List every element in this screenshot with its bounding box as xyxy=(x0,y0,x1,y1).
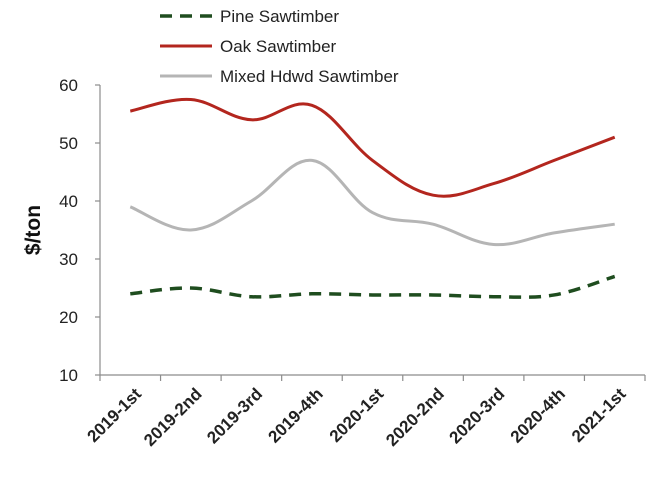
axes xyxy=(99,85,645,376)
y-tick-label: 10 xyxy=(59,366,78,385)
series-line-mixed-hdwd-sawtimber xyxy=(129,158,615,247)
x-tick-labels: 2019-1st2019-2nd2019-3rd2019-4th2020-1st… xyxy=(84,375,646,450)
y-tick-label: 40 xyxy=(59,192,78,211)
y-axis-label: $/ton xyxy=(22,205,45,255)
y-tick-label: 60 xyxy=(59,76,78,95)
x-tick-label: 2020-4th xyxy=(507,384,569,446)
x-tick-label: 2019-3rd xyxy=(203,384,266,447)
y-tick-label: 20 xyxy=(59,308,78,327)
legend-label: Oak Sawtimber xyxy=(220,37,337,56)
legend-label: Pine Sawtimber xyxy=(220,7,339,26)
y-tick-label: 50 xyxy=(59,134,78,153)
x-tick-label: 2019-2nd xyxy=(140,384,206,450)
x-tick-label: 2020-3rd xyxy=(446,384,509,447)
legend-label: Mixed Hdwd Sawtimber xyxy=(220,67,399,86)
x-tick-label: 2020-2nd xyxy=(382,384,448,450)
x-tick-label: 2019-4th xyxy=(265,384,327,446)
series-line-pine-sawtimber xyxy=(130,274,616,299)
x-tick-label: 2021-1st xyxy=(568,384,630,446)
x-tick-label: 2019-1st xyxy=(84,384,146,446)
series-lines xyxy=(129,97,616,299)
series-line-oak-sawtimber xyxy=(129,97,616,198)
y-tick-label: 30 xyxy=(59,250,78,269)
legend: Pine Sawtimber Oak Sawtimber Mixed Hdwd Sa… xyxy=(160,7,399,86)
x-tick-label: 2020-1st xyxy=(326,384,388,446)
y-tick-labels: 10 20 30 40 50 60 xyxy=(59,76,100,385)
